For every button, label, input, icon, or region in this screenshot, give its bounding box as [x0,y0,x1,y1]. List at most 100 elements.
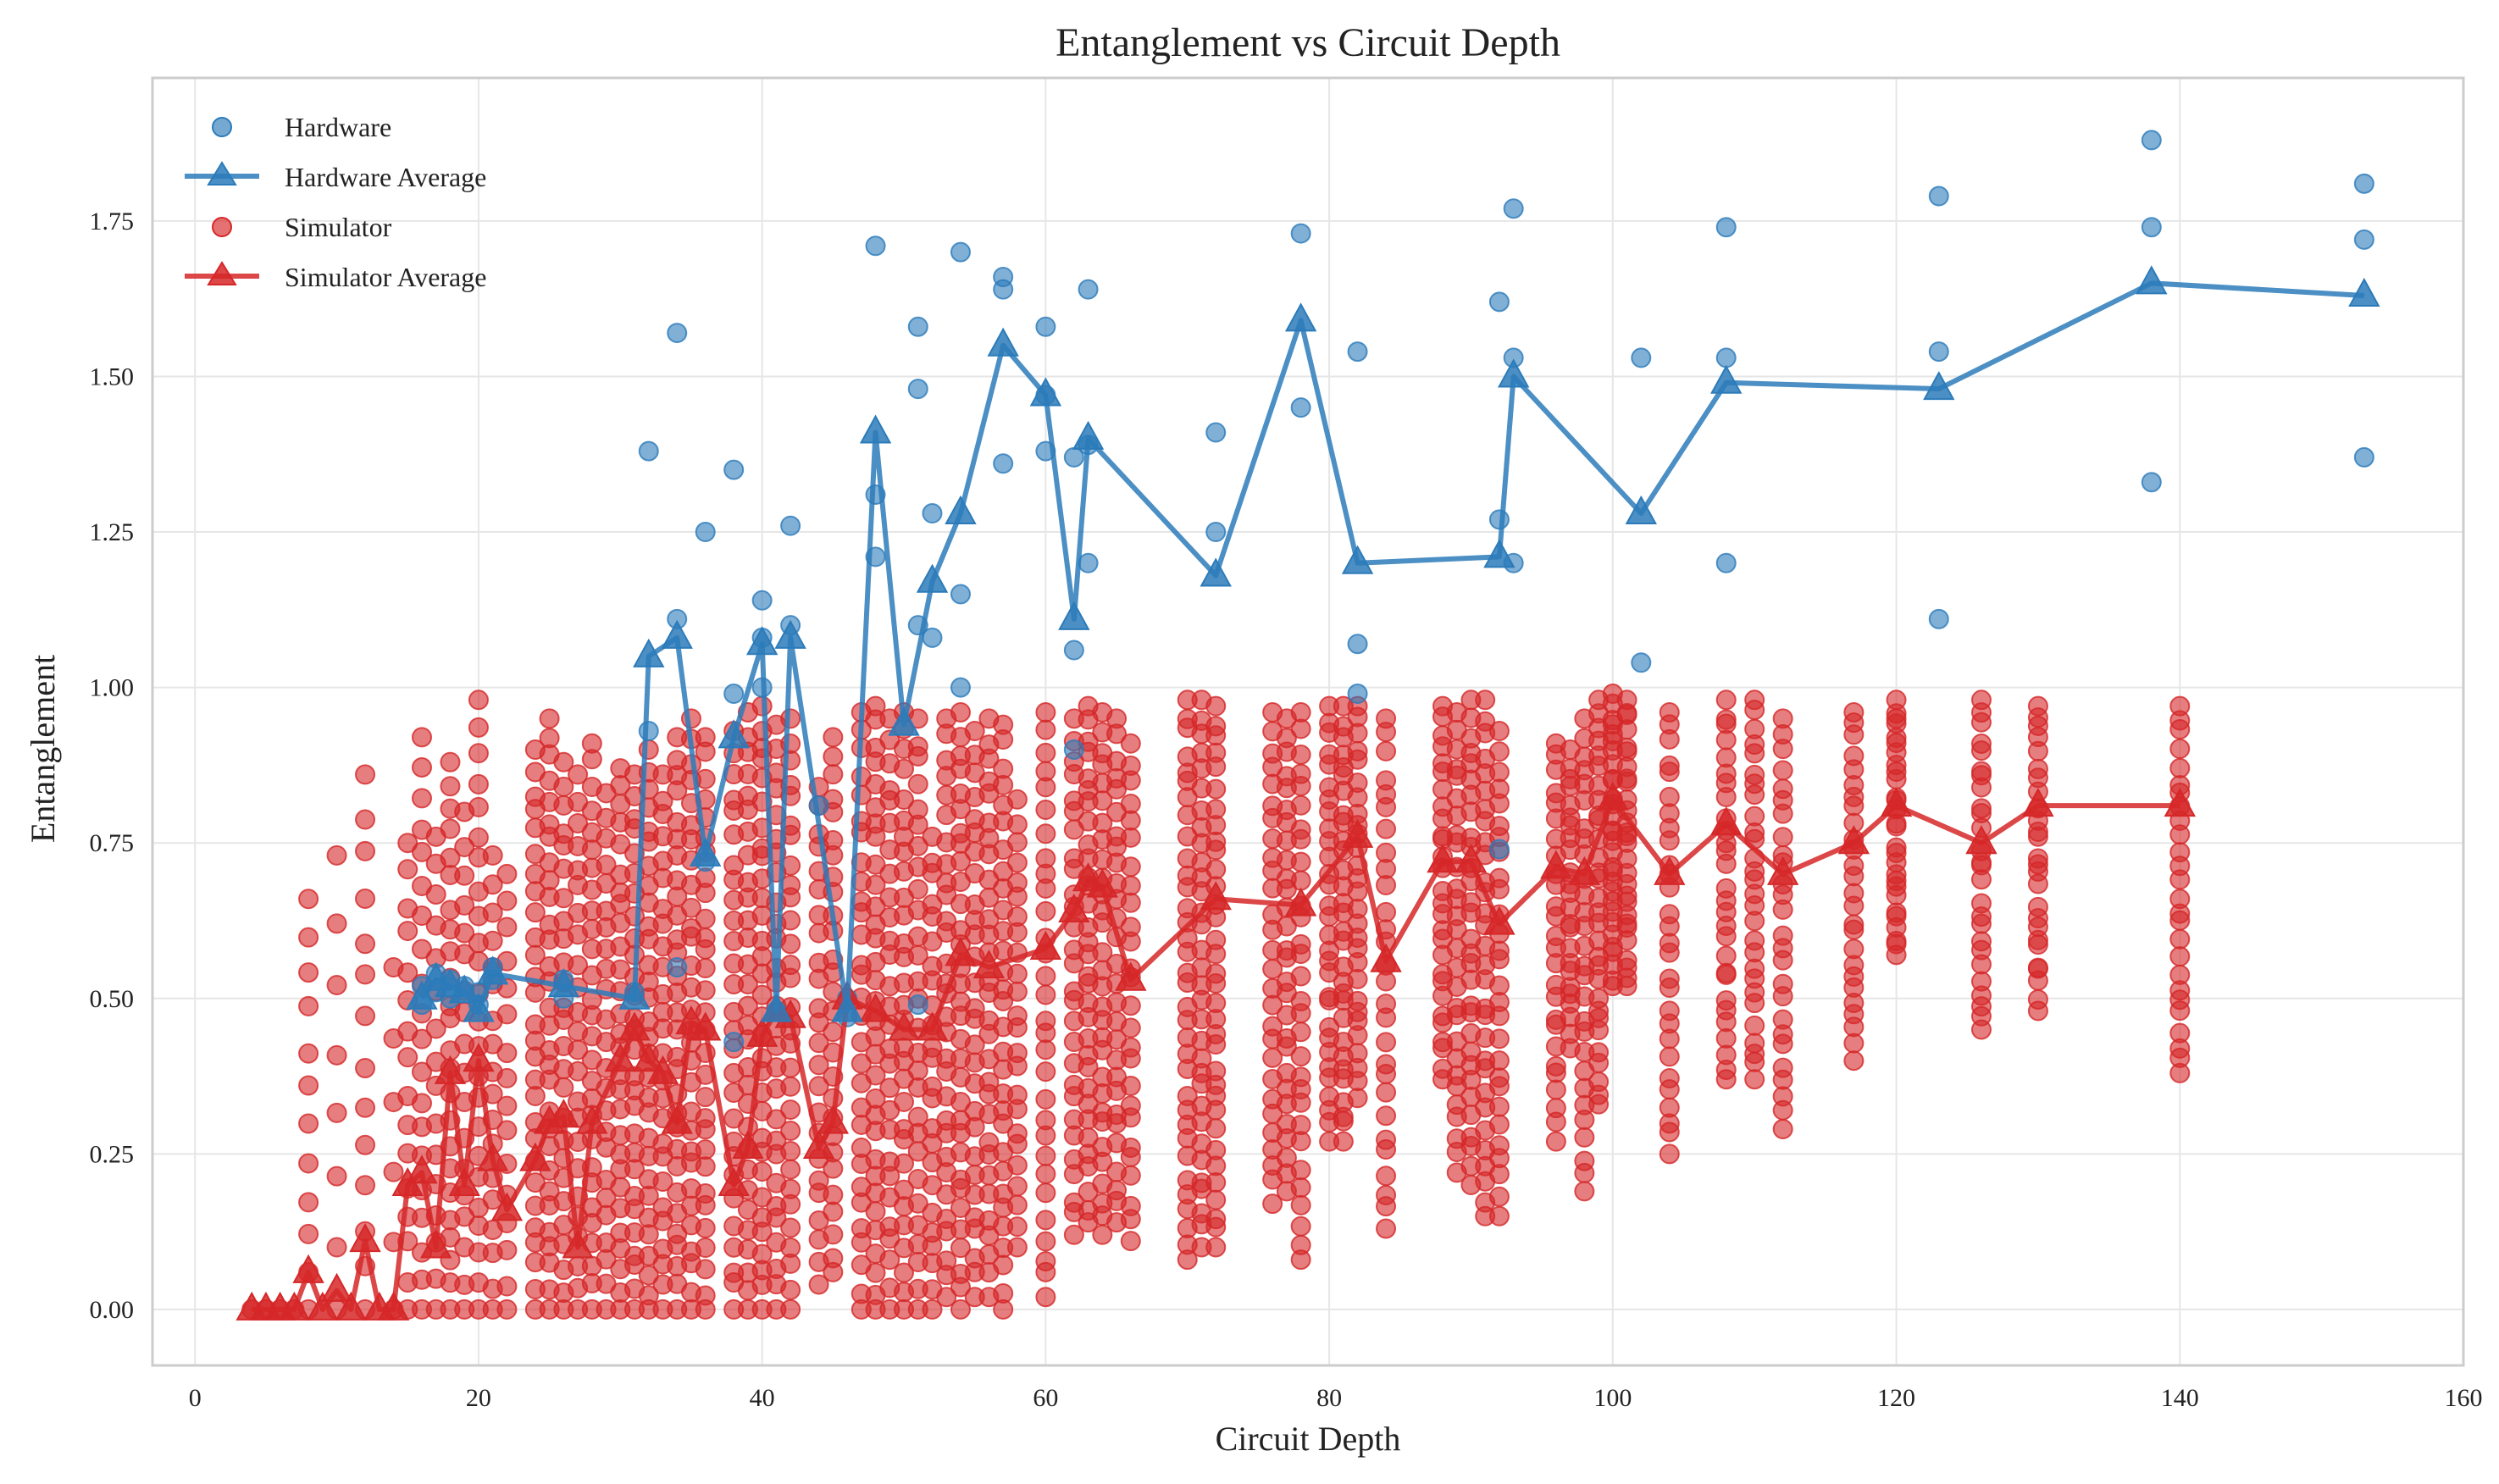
simulator-point [1120,827,1141,848]
simulator-point [1205,1118,1227,1139]
simulator-point [1006,1216,1028,1238]
simulator-point [355,809,376,830]
hardware-average-marker [1029,377,1062,407]
simulator-point [411,727,432,748]
x-tick-label: 120 [1877,1384,1915,1412]
simulator-point [1376,740,1397,761]
simulator-point [823,746,844,767]
simulator-point [1376,1185,1397,1206]
simulator-point [2169,757,2191,778]
simulator-point [1772,1009,1793,1030]
legend-label-simulator: Simulator [285,212,392,242]
hardware-average-marker [916,563,949,593]
simulator-point [751,984,773,1005]
hardware-average-marker [406,980,438,1010]
simulator-point [1744,1033,1765,1054]
simulator-point [1970,798,1992,819]
simulator-point [1035,1011,1056,1032]
simulator-point [568,955,589,976]
simulator-point [1006,1084,1028,1105]
hardware-point [993,279,1014,300]
simulator-average-marker [604,1043,636,1072]
simulator-point [780,955,801,976]
simulator-average-marker [1200,881,1232,911]
simulator-point [766,1109,787,1130]
x-tick-label: 160 [2445,1384,2483,1412]
simulator-point [482,874,503,895]
simulator-point [1205,963,1227,984]
simulator-point [851,1138,872,1159]
simulator-point [454,894,475,916]
simulator-point [539,728,560,749]
simulator-point [1744,764,1765,785]
x-tick-label: 20 [466,1384,491,1412]
hardware-point [1290,223,1311,244]
simulator-point [496,916,518,938]
hardware-point [1205,422,1227,443]
simulator-point [298,1113,319,1134]
simulator-average-marker [1455,844,1488,873]
simulator-point [1290,1046,1311,1067]
simulator-point [1035,1231,1056,1252]
simulator-point [964,998,985,1019]
y-tick-label: 1.50 [90,363,135,390]
simulator-point [1205,799,1227,820]
simulator-point [1488,721,1510,742]
simulator-average-marker [1058,893,1090,922]
simulator-point [922,1076,943,1097]
simulator-point [1970,689,1992,711]
simulator-point [1588,1071,1610,1093]
simulator-point [1290,763,1311,784]
simulator-point [751,1161,773,1182]
simulator-point [411,788,432,809]
simulator-point [1970,931,1992,952]
simulator-point [425,883,446,905]
hardware-point [907,379,928,400]
simulator-point [1006,1194,1028,1215]
simulator-point [695,768,716,789]
hardware-point [2141,130,2162,151]
x-tick-label: 80 [1316,1384,1342,1412]
simulator-point [482,844,503,866]
simulator-point [454,865,475,886]
simulator-point [1120,1195,1141,1216]
simulator-point [808,1033,829,1054]
simulator-point [1843,883,1865,904]
x-tick-label: 40 [750,1384,775,1412]
simulator-point [355,933,376,955]
simulator-point [553,1077,574,1098]
simulator-point [993,758,1014,779]
legend-item-hardware: Hardware [212,112,391,142]
simulator-average-marker [1837,825,1870,855]
simulator-point [936,911,957,932]
simulator-point [907,799,928,820]
x-tick-label: 140 [2161,1384,2199,1412]
simulator-point [1006,1176,1028,1197]
simulator-point [695,1183,716,1204]
simulator-average-marker [562,1229,594,1259]
hardware-point [865,235,886,257]
simulator-point [780,1237,801,1258]
simulator-point [1035,900,1056,922]
simulator-point [823,727,844,748]
hardware-average-marker [774,619,806,649]
hardware-average-marker [745,626,779,656]
hardware-point [907,994,928,1016]
simulator-point [1488,816,1510,837]
simulator-point [440,751,461,772]
simulator-point [1715,878,1737,899]
simulator-point [1574,818,1595,839]
simulator-point [1120,1137,1141,1158]
legend-marker-hardware [212,117,232,137]
simulator-point [1347,740,1368,761]
simulator-point [298,1223,319,1244]
simulator-point [568,1060,589,1082]
hardware-point [993,453,1014,474]
simulator-point [1715,962,1737,983]
simulator-point [1376,1054,1397,1075]
simulator-point [978,1132,1000,1153]
simulator-point [1715,747,1737,768]
simulator-point [993,1282,1014,1304]
hardware-point [1631,347,1652,368]
legend-label-hardware-average: Hardware Average [285,162,486,192]
